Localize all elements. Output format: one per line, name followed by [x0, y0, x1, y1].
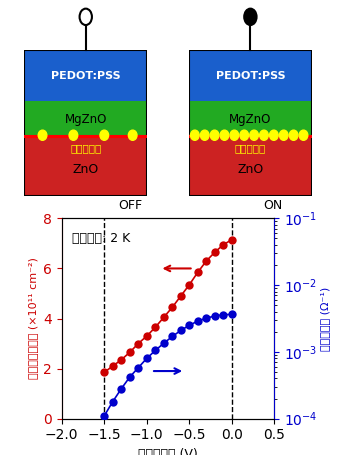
Circle shape	[38, 130, 47, 140]
Y-axis label: 二次元電子密度 (×10¹¹ cm⁻²): 二次元電子密度 (×10¹¹ cm⁻²)	[27, 258, 38, 379]
Text: 二次元電子: 二次元電子	[235, 143, 266, 153]
Text: PEDOT:PSS: PEDOT:PSS	[51, 71, 120, 81]
Circle shape	[100, 130, 109, 140]
Circle shape	[128, 130, 137, 140]
Circle shape	[69, 130, 78, 140]
Bar	[189, 101, 312, 137]
Circle shape	[220, 130, 229, 140]
Text: OFF: OFF	[118, 198, 142, 212]
Text: 測定温度: 2 K: 測定温度: 2 K	[72, 233, 131, 245]
Y-axis label: 電気传導度 (Ω⁻¹): 電気传導度 (Ω⁻¹)	[320, 286, 330, 351]
Text: ZnO: ZnO	[73, 163, 99, 176]
Text: ZnO: ZnO	[237, 163, 263, 176]
Text: 二次元電子: 二次元電子	[70, 143, 102, 153]
Text: ON: ON	[263, 198, 282, 212]
Circle shape	[280, 130, 288, 140]
Bar	[24, 137, 147, 196]
Circle shape	[270, 130, 278, 140]
Circle shape	[200, 130, 209, 140]
Circle shape	[289, 130, 298, 140]
Text: MgZnO: MgZnO	[64, 113, 107, 126]
Circle shape	[299, 130, 308, 140]
Circle shape	[210, 130, 219, 140]
X-axis label: ゲート電圧 (V): ゲート電圧 (V)	[138, 448, 198, 455]
Circle shape	[240, 130, 249, 140]
Circle shape	[260, 130, 268, 140]
Text: PEDOT:PSS: PEDOT:PSS	[216, 71, 285, 81]
Bar	[189, 137, 312, 196]
Circle shape	[190, 130, 199, 140]
Circle shape	[250, 130, 258, 140]
Circle shape	[230, 130, 239, 140]
Text: MgZnO: MgZnO	[229, 113, 272, 126]
Bar	[189, 50, 312, 101]
Bar	[24, 50, 147, 101]
Bar	[24, 101, 147, 137]
